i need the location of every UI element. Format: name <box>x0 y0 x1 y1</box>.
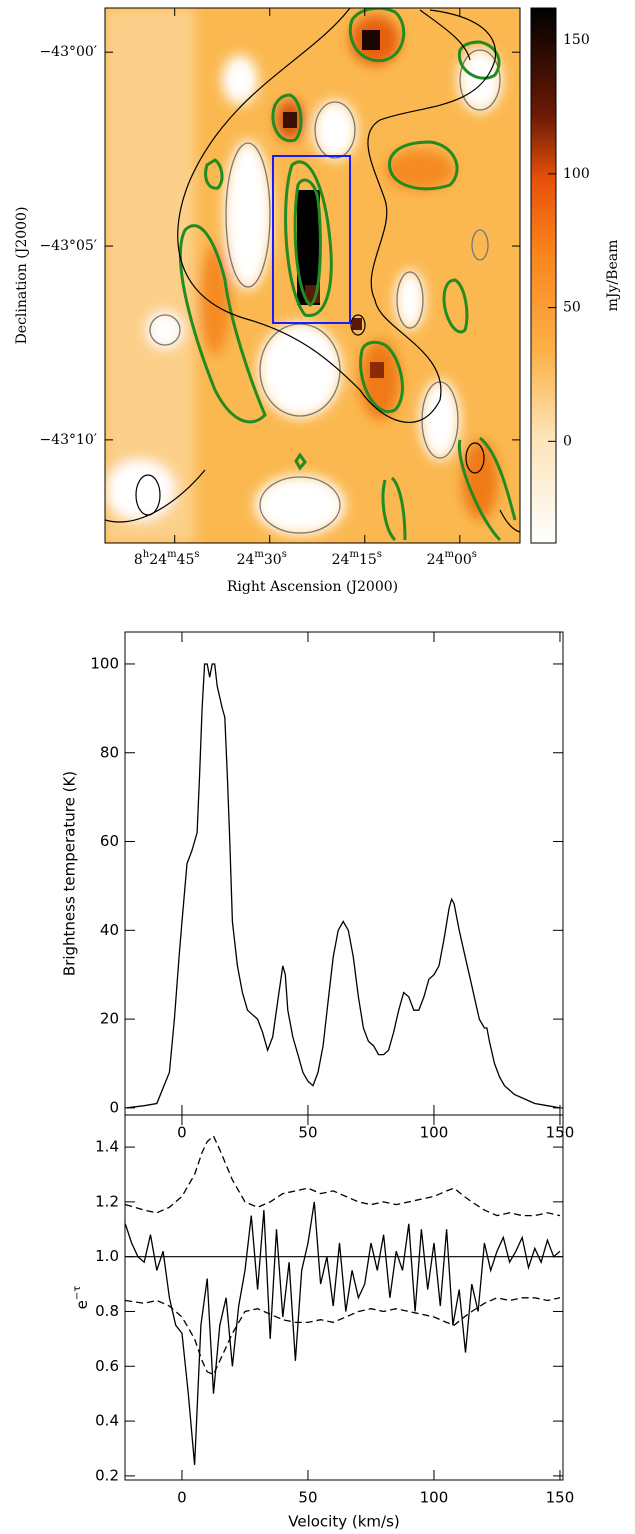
x-tick-label-part: s <box>377 549 382 560</box>
x-tick-label-part: s <box>194 549 199 560</box>
y-tick-label: 1.0 <box>95 1247 119 1265</box>
y-tick-label: 1.2 <box>95 1192 119 1210</box>
y-tick-label: 60 <box>100 832 119 850</box>
x-tick-label-part: m <box>254 549 264 560</box>
x-tick-label-part: 24 <box>427 552 445 568</box>
map-frame <box>104 7 521 544</box>
x-tick-label: 150 <box>546 1124 575 1142</box>
x-tick-label: 50 <box>298 1124 317 1142</box>
colorbar-tick-label: 100 <box>563 166 590 182</box>
x-tick-label: 24m15s <box>332 549 382 568</box>
x-tick-label-part: s <box>472 549 477 560</box>
x-tick-label-part: 00 <box>454 552 472 568</box>
x-tick-label-part: 8 <box>134 552 143 568</box>
x-tick-label-part: 30 <box>264 552 282 568</box>
data-line <box>125 1135 561 1217</box>
x-axis-label: Right Ascension (J2000) <box>227 579 398 595</box>
x-tick-label-part: 15 <box>359 552 377 568</box>
y-tick-label: 0.8 <box>95 1302 119 1320</box>
y-axis-label-part: e <box>73 1300 91 1309</box>
colorbar-tick-label: 0 <box>563 433 572 449</box>
y-tick-label: −43°00′ <box>39 44 97 60</box>
x-tick-label-part: 24 <box>332 552 350 568</box>
y-tick-label: 100 <box>90 654 119 672</box>
plot-frame <box>124 631 564 1116</box>
plot-frame <box>124 1114 564 1481</box>
x-tick-label-part: h <box>143 549 150 560</box>
colorbar-tick-label: 150 <box>563 32 590 48</box>
x-tick-label-part: 24 <box>149 552 167 568</box>
x-tick-label-part: 45 <box>177 552 195 568</box>
x-tick-label: 8h24m45s <box>134 549 200 568</box>
x-axis-label: Velocity (km/s) <box>288 1513 399 1531</box>
x-tick-label: 0 <box>177 1124 187 1142</box>
y-axis-label: Declination (J2000) <box>14 207 30 345</box>
data-line <box>124 1201 561 1465</box>
y-tick-label: 80 <box>100 743 119 761</box>
y-tick-label: −43°10′ <box>39 432 97 448</box>
y-tick-label: 0 <box>109 1098 119 1116</box>
x-tick-label: 150 <box>546 1489 575 1507</box>
y-tick-label: 20 <box>100 1010 119 1028</box>
y-tick-label: −43°05′ <box>39 238 97 254</box>
y-axis-label-part: −τ <box>72 1286 83 1300</box>
x-tick-label: 100 <box>420 1124 449 1142</box>
map-image <box>105 8 520 543</box>
x-tick-label: 100 <box>420 1489 449 1507</box>
x-tick-label-part: 24 <box>237 552 255 568</box>
x-tick-label: 24m00s <box>427 549 477 568</box>
x-tick-label-part: m <box>349 549 359 560</box>
x-tick-label: 0 <box>177 1489 187 1507</box>
y-tick-label: 0.2 <box>95 1466 119 1484</box>
y-axis-label: e−τ <box>72 1286 91 1310</box>
data-line <box>126 663 561 1109</box>
colorbar-label: mJy/Beam <box>605 240 621 312</box>
x-tick-label-part: m <box>167 549 177 560</box>
x-tick-label: 24m30s <box>237 549 287 568</box>
x-tick-label-part: s <box>282 549 287 560</box>
y-axis-label: Brightness temperature (K) <box>61 771 79 976</box>
data-line <box>125 1297 561 1376</box>
y-tick-label: 1.4 <box>95 1138 119 1156</box>
x-tick-label: 50 <box>298 1489 317 1507</box>
y-tick-label: 0.6 <box>95 1357 119 1375</box>
x-tick-label-part: m <box>444 549 454 560</box>
y-tick-label: 0.4 <box>95 1412 119 1430</box>
colorbar-tick-label: 50 <box>563 300 581 316</box>
y-tick-label: 40 <box>100 921 119 939</box>
colorbar <box>530 7 557 544</box>
